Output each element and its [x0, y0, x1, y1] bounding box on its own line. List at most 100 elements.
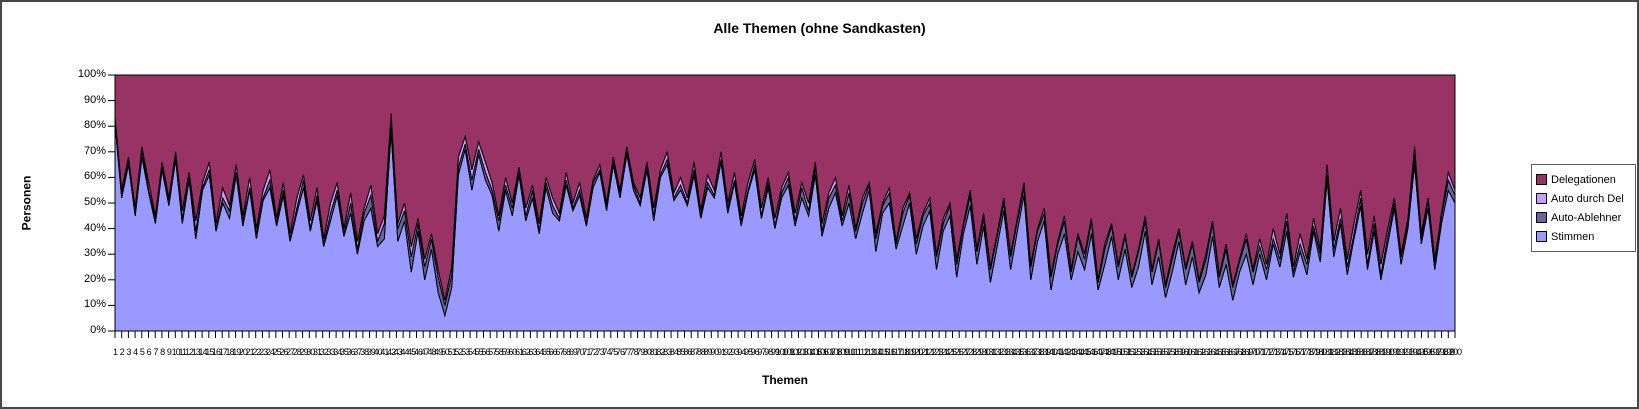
x-tick-label: 179 — [1307, 347, 1321, 357]
y-tick-label: 30% — [83, 247, 106, 260]
x-tick-label: 53 — [461, 347, 470, 357]
x-tick-label: 91 — [717, 347, 726, 357]
x-tick-label: 58 — [494, 347, 504, 357]
x-tick-label: 72 — [589, 347, 598, 357]
x-tick-label: 37 — [353, 347, 362, 357]
x-tick-label: 46 — [413, 347, 423, 357]
x-tick-label: 57 — [488, 347, 497, 357]
x-tick-label: 101 — [782, 347, 795, 357]
x-tick-label: 135 — [1011, 347, 1024, 357]
y-axis-title-text: Personen — [19, 175, 33, 231]
x-tick-label: 174 — [1273, 347, 1287, 357]
x-tick-label: 120 — [910, 347, 923, 357]
x-tick-label: 107 — [822, 347, 836, 357]
x-tick-label: 187 — [1361, 347, 1374, 357]
x-tick-label: 133 — [997, 347, 1011, 357]
x-tick-label: 30 — [306, 347, 315, 357]
x-tick-label: 127 — [957, 347, 970, 357]
x-tick-label: 115 — [876, 347, 889, 357]
x-tick-label: 74 — [602, 347, 612, 357]
x-tick-label: 2 — [119, 347, 125, 357]
x-tick-label: 196 — [1422, 347, 1435, 357]
x-tick-label: 33 — [326, 347, 335, 357]
x-tick-label: 42 — [387, 347, 396, 357]
legend-swatch-stimmen — [1536, 231, 1547, 242]
legend-item: Stimmen — [1536, 229, 1635, 244]
x-tick-label: 11 — [178, 347, 187, 357]
x-tick-label: 103 — [795, 347, 809, 357]
x-tick-label: 134 — [1004, 347, 1018, 357]
y-tick-label: 70% — [83, 144, 106, 157]
x-tick-label: 97 — [757, 347, 766, 357]
x-tick-label: 45 — [407, 347, 416, 357]
x-tick-label: 34 — [333, 347, 342, 357]
x-tick-label: 162 — [1193, 347, 1206, 357]
x-tick-label: 119 — [903, 347, 916, 357]
y-tick-label: 40% — [83, 221, 106, 234]
x-tick-label: 144 — [1071, 347, 1085, 357]
x-tick-label: 85 — [676, 347, 686, 357]
x-tick-label: 184 — [1341, 347, 1354, 357]
y-tick-label: 10% — [83, 298, 106, 311]
x-tick-label: 197 — [1428, 347, 1442, 357]
x-tick-label: 36 — [346, 347, 356, 357]
x-tick-label: 23 — [259, 347, 268, 357]
x-tick-label: 12 — [185, 347, 194, 357]
x-tick-label: 166 — [1220, 347, 1233, 357]
x-tick-label: 20 — [238, 347, 248, 357]
x-tick-label: 5 — [139, 347, 145, 357]
x-tick-label: 151 — [1119, 347, 1132, 357]
x-tick-label: 156 — [1152, 347, 1166, 357]
x-tick-label: 193 — [1401, 347, 1415, 357]
x-axis-title: Themen — [761, 373, 808, 387]
x-tick-label: 136 — [1018, 347, 1031, 357]
x-tick-label: 109 — [836, 347, 849, 357]
x-tick-label: 152 — [1125, 347, 1139, 357]
x-tick-label: 18 — [225, 347, 234, 357]
x-tick-label: 43 — [393, 347, 403, 357]
x-tick-label: 40 — [373, 347, 383, 357]
x-tick-label: 96 — [750, 347, 760, 357]
y-tick-label: 50% — [83, 196, 106, 208]
x-tick-label: 41 — [380, 347, 389, 357]
x-tick-label: 106 — [816, 347, 829, 357]
x-tick-label: 108 — [829, 347, 842, 357]
x-tick-label: 124 — [937, 347, 950, 357]
x-tick-label: 140 — [1044, 347, 1058, 357]
chart-title: Alle Themen (ohne Sandkasten) — [713, 20, 926, 36]
y-tick-label: 90% — [83, 93, 106, 106]
x-tick-label: 145 — [1078, 347, 1092, 357]
x-tick-label: 28 — [292, 347, 302, 357]
x-tick-label: 110 — [843, 347, 855, 357]
x-tick-label: 169 — [1240, 347, 1253, 357]
x-tick-label: 198 — [1435, 347, 1449, 357]
x-tick-label: 55 — [474, 347, 484, 357]
x-tick-label: 13 — [191, 347, 201, 357]
x-tick-label: 7 — [153, 347, 158, 357]
x-tick-label: 158 — [1166, 347, 1179, 357]
x-tick-label: 118 — [897, 347, 909, 357]
legend-item-label: Delegationen — [1551, 173, 1616, 186]
x-tick-label: 125 — [943, 347, 957, 357]
x-tick-label: 78 — [629, 347, 638, 357]
x-tick-label: 38 — [360, 347, 369, 357]
x-tick-label: 146 — [1085, 347, 1098, 357]
x-tick-label: 165 — [1213, 347, 1226, 357]
x-tick-label: 180 — [1314, 347, 1327, 357]
x-tick-label: 142 — [1058, 347, 1071, 357]
x-tick-label: 71 — [582, 347, 591, 357]
x-tick-label: 123 — [930, 347, 943, 357]
x-tick-label: 183 — [1334, 347, 1348, 357]
x-tick-label: 75 — [609, 347, 618, 357]
x-tick-label: 14 — [198, 347, 208, 357]
x-tick-label: 89 — [703, 347, 713, 357]
x-tick-label: 44 — [400, 347, 410, 357]
x-tick-label: 24 — [265, 347, 275, 357]
x-tick-label: 178 — [1300, 347, 1314, 357]
x-tick-label: 143 — [1065, 347, 1078, 357]
x-tick-label: 168 — [1233, 347, 1247, 357]
x-tick-label: 141 — [1051, 347, 1065, 357]
x-tick-label: 114 — [870, 347, 882, 357]
x-tick-label: 160 — [1179, 347, 1193, 357]
